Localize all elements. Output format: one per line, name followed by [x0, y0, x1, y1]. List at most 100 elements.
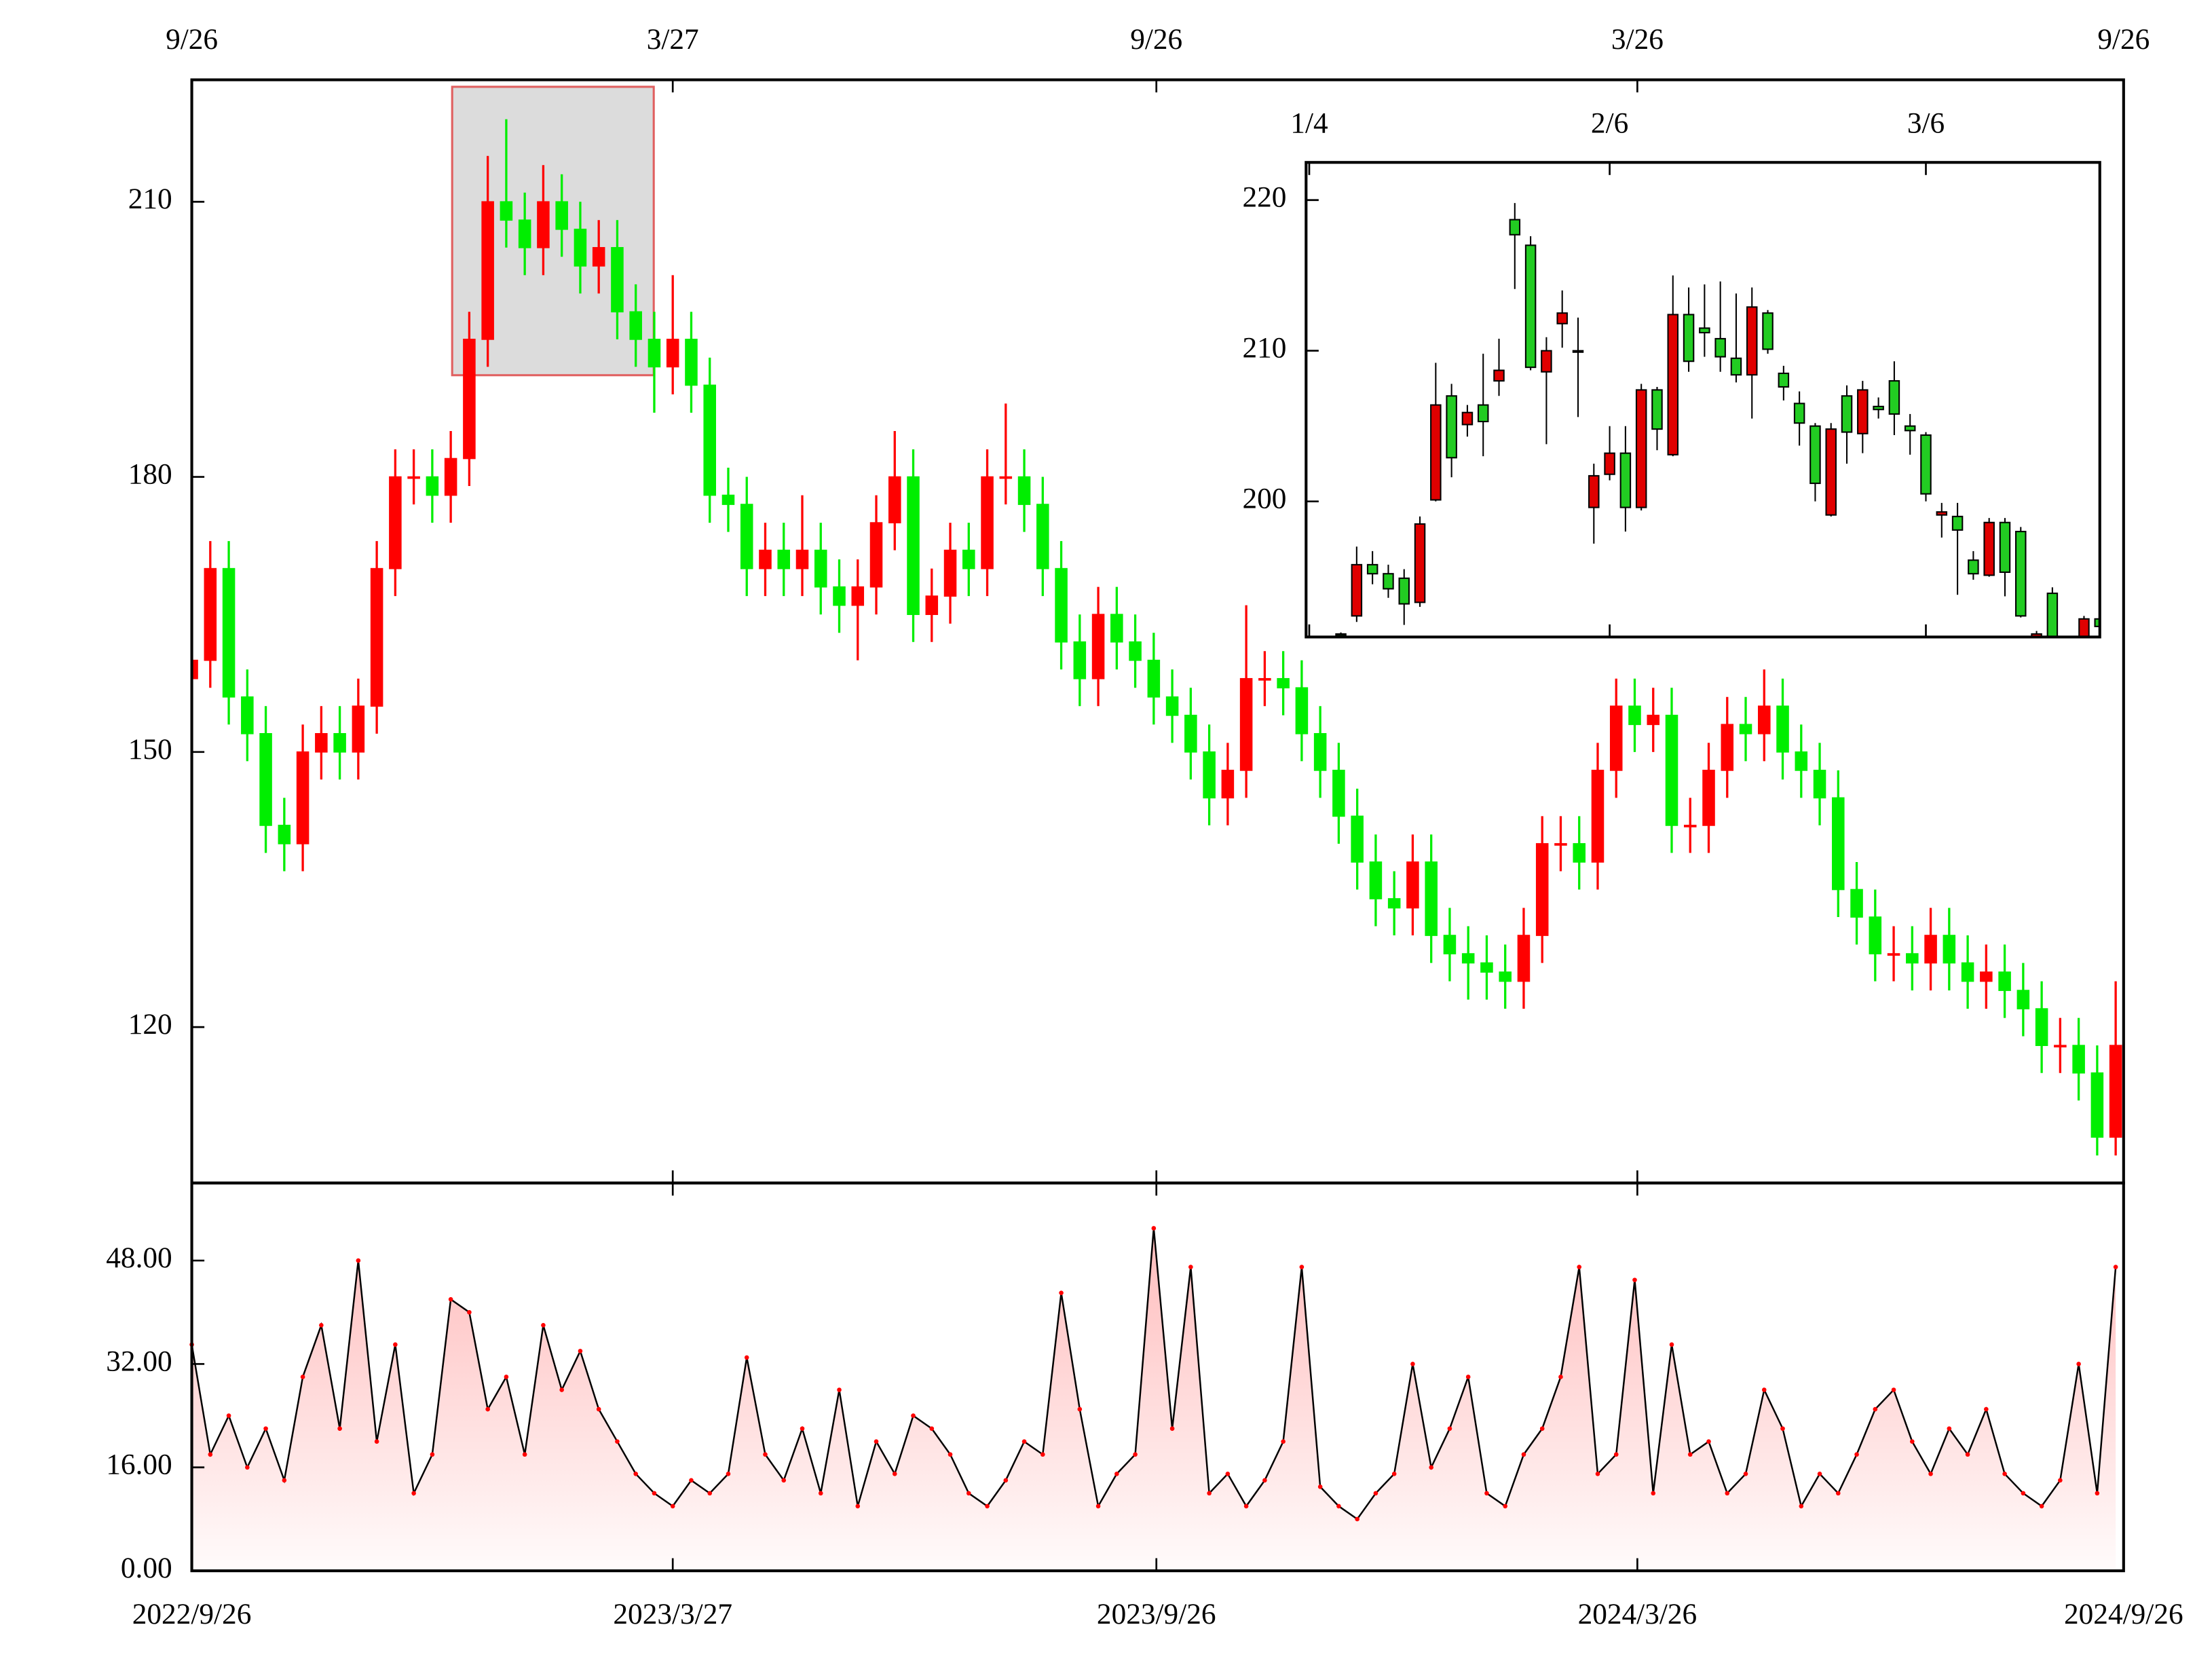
candle-body: [315, 732, 328, 753]
candle-body: [1147, 659, 1161, 698]
candle-body: [2031, 633, 2042, 637]
candle-body: [666, 339, 679, 368]
candle-body: [1888, 380, 1900, 415]
candle-body: [204, 567, 217, 661]
volume-marker: [596, 1406, 601, 1412]
candle-body: [241, 696, 254, 734]
candle-body: [2109, 1045, 2122, 1138]
volume-marker: [2058, 1478, 2063, 1483]
candle-body: [1936, 511, 1948, 516]
volume-marker: [337, 1426, 342, 1431]
volume-marker: [818, 1491, 823, 1496]
x-tick-label: 3/26: [1611, 23, 1664, 56]
candle-body: [1999, 521, 2011, 574]
candle-body: [1425, 861, 1438, 936]
candle-body: [1351, 563, 1363, 617]
volume-marker: [1059, 1290, 1064, 1295]
candle-body: [222, 567, 236, 698]
candle-body: [389, 476, 402, 570]
candle-body: [1387, 898, 1401, 909]
volume-marker: [1965, 1452, 1970, 1457]
candle-body: [2054, 1045, 2067, 1048]
candle-body: [1714, 337, 1726, 358]
volume-marker: [1465, 1375, 1471, 1379]
panel: 200 210 220 1/4 2/6 3/6: [1242, 107, 2101, 639]
candle-body: [1906, 953, 1919, 964]
candle-body: [296, 751, 309, 844]
candle-body: [1461, 411, 1474, 426]
panel: 120 150 180 210 9/26 3/27 9/26 3/26 9/26: [128, 23, 2150, 1184]
x-tick-label: 9/26: [1130, 23, 1182, 56]
candle-body: [1832, 797, 1845, 891]
plot-frame: [1305, 161, 2101, 639]
candle-body: [1524, 244, 1537, 369]
candle-body: [1825, 428, 1837, 516]
candle-body: [1758, 705, 1771, 734]
candle-body: [1110, 614, 1123, 643]
data-layer: [189, 1226, 2118, 1571]
candle-body: [1793, 403, 1805, 424]
candle-body: [1961, 962, 1974, 982]
volume-marker: [1077, 1406, 1083, 1412]
volume-marker: [781, 1478, 787, 1483]
candle-body: [1635, 389, 1647, 508]
candle-body: [1980, 971, 1993, 982]
volume-marker: [1835, 1491, 1841, 1496]
candle-body: [1604, 452, 1615, 475]
volume-marker: [837, 1387, 842, 1392]
candle-body: [1203, 751, 1216, 799]
candle-body: [1983, 521, 1995, 576]
x-tick-label: 2022/9/26: [132, 1598, 252, 1630]
volume-marker: [2113, 1265, 2118, 1269]
volume-marker: [1651, 1491, 1656, 1496]
y-tick-label: 0.00: [121, 1552, 172, 1584]
candle-body: [407, 476, 420, 479]
volume-marker: [1484, 1491, 1489, 1496]
volume-marker: [670, 1504, 675, 1509]
x-tick-label: 2023/3/27: [613, 1598, 732, 1630]
volume-marker: [1151, 1226, 1157, 1231]
candle-body: [500, 201, 513, 221]
volume-marker: [1521, 1452, 1526, 1457]
volume-marker: [522, 1452, 527, 1457]
y-tick-label: 210: [1242, 332, 1286, 365]
volume-marker: [1725, 1491, 1730, 1496]
y-tick-label: 48.00: [106, 1242, 172, 1274]
volume-marker: [1373, 1491, 1378, 1496]
volume-marker: [689, 1478, 694, 1483]
volume-marker: [504, 1375, 509, 1379]
volume-marker: [855, 1504, 861, 1509]
candle-body: [1554, 843, 1567, 846]
candle-body: [1369, 861, 1383, 899]
candle-body: [2015, 531, 2027, 617]
candle-body: [1778, 372, 1790, 388]
volume-marker: [1317, 1485, 1323, 1489]
candle-body: [1647, 714, 1660, 726]
candle-body: [518, 219, 531, 248]
volume-marker: [726, 1471, 731, 1476]
data-layer: [191, 119, 2122, 1156]
candle-body: [463, 339, 476, 460]
volume-marker: [1706, 1439, 1711, 1444]
volume-marker: [1743, 1471, 1748, 1476]
x-tick-label: 2023/9/26: [1097, 1598, 1216, 1630]
candle-body: [629, 311, 642, 340]
candle-body: [1184, 714, 1197, 753]
candle-body: [555, 201, 568, 230]
candle-body: [1541, 350, 1552, 373]
volume-marker: [1262, 1478, 1267, 1483]
x-tick-label: 2024/9/26: [2064, 1598, 2183, 1630]
volume-marker: [2039, 1504, 2044, 1509]
volume-marker: [985, 1504, 990, 1509]
candle-body: [1850, 889, 1863, 918]
volume-marker: [1021, 1439, 1027, 1444]
volume-marker: [374, 1439, 379, 1444]
candle-body: [925, 595, 939, 616]
volume-marker: [1595, 1471, 1600, 1476]
candle-body: [833, 586, 846, 606]
candle-body: [1313, 732, 1327, 771]
volume-marker: [1133, 1452, 1138, 1457]
volume-marker: [874, 1439, 879, 1444]
candle-body: [1295, 687, 1309, 734]
